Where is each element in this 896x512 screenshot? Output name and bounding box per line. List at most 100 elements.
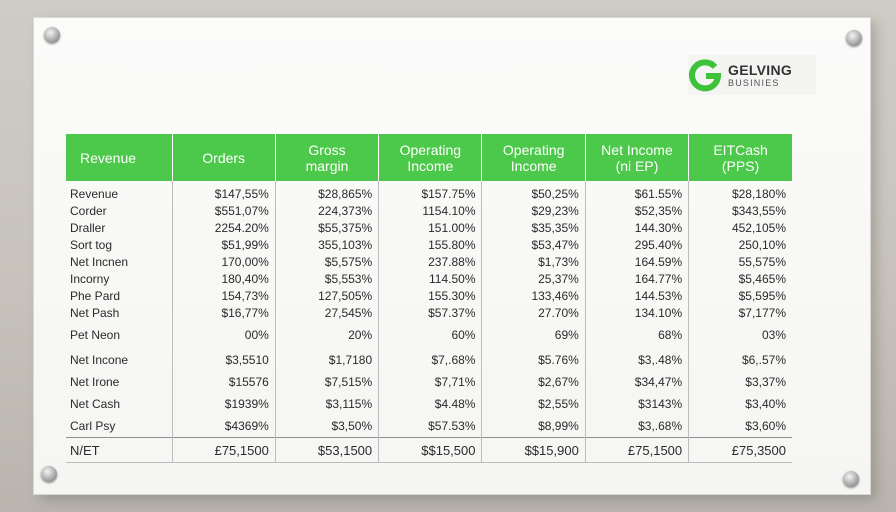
table-cell: 155.80% [378, 236, 483, 253]
table-cell: $16,77% [172, 304, 276, 321]
screw-bottom-right [843, 471, 859, 487]
table-cell: 68% [585, 321, 690, 349]
table-cell: $5.76% [481, 349, 586, 371]
table-cell: 164.77% [585, 270, 690, 287]
table-cell: $7,515% [275, 371, 380, 393]
table-cell: $2,55% [481, 393, 586, 415]
column-header: Orders [172, 134, 276, 181]
column-header: Revenue [66, 134, 173, 181]
row-label: Phe Pard [66, 287, 173, 304]
table-cell: 134.10% [585, 304, 690, 321]
table-cell: 170,00% [172, 253, 276, 270]
table-cell: $3,5510 [172, 349, 276, 371]
total-cell: £75,1500 [172, 437, 276, 463]
row-label: Draller [66, 219, 173, 236]
table-cell: $3,37% [745, 375, 786, 389]
table-cell: 133,46% [481, 287, 586, 304]
table-cell: $57.53% [378, 415, 483, 438]
total-cell: $$15,500 [378, 437, 483, 463]
logo-subtitle: BUSINIES [728, 77, 780, 88]
table-cell: $7,177% [738, 305, 786, 320]
table-cell: $2,67% [481, 371, 586, 393]
financial-table: Revenue Orders Gross margin Operating Income O… [66, 134, 792, 463]
table-cell: 155.30% [378, 287, 483, 304]
screw-top-left [44, 27, 60, 43]
table-row: Sort tog $51,99% 355,103% 155.80% $53,47% 295… [66, 236, 792, 253]
screw-top-right [846, 30, 862, 46]
table-cell: $34,47% [585, 371, 690, 393]
table-cell: $51,99% [172, 236, 276, 253]
table-cell: 2254.20% [172, 219, 276, 236]
table-row: Net Irone $15576 $7,515% $7,71% $2,67% $34,47… [66, 371, 792, 393]
table-cell: $1,7180 [275, 349, 380, 371]
table-cell: $15576 [172, 371, 276, 393]
table-cell: 27.70% [481, 304, 586, 321]
total-cell: $$15,900 [481, 437, 586, 463]
logo-name: GELVING [728, 61, 793, 78]
table-cell: $551,07% [172, 202, 276, 219]
table-cell: $1,73% [481, 253, 586, 270]
row-label: Sort tog [66, 236, 173, 253]
table-cell: 355,103% [275, 236, 380, 253]
table-cell: 151.00% [378, 219, 483, 236]
column-header: Operating Income [378, 134, 483, 181]
table-cell: 144.30% [585, 219, 690, 236]
table-cell: 114.50% [378, 270, 483, 287]
table-cell: $1939% [172, 393, 276, 415]
table-body: Revenue $147,55% $28,865% $157.75% $50,25% $6… [66, 181, 792, 463]
table-cell: 60% [378, 321, 483, 349]
table-row: Net Pash $16,77% 27,545% $57.37% 27.70% 134.1… [66, 304, 792, 321]
table-row: Net Cash $1939% $3,115% $4.48% $2,55% $3143% $… [66, 393, 792, 415]
table-row: Incorny 180,40% $5,553% 114.50% 25,37% 164.77… [66, 270, 792, 287]
table-cell: $8,99% [481, 415, 586, 438]
table-cell: 250,10% [738, 237, 786, 252]
table-cell: $3,40% [745, 397, 786, 411]
table-cell: $3143% [585, 393, 690, 415]
table-row: Net Incnen 170,00% $5,575% 237.88% $1,73% 164… [66, 253, 792, 270]
table-cell: $3,115% [275, 393, 380, 415]
total-cell: £75,1500 [585, 437, 690, 463]
table-cell: 1154.10% [378, 202, 483, 219]
table-cell: $3,50% [275, 415, 380, 438]
table-header-row: Revenue Orders Gross margin Operating Income O… [66, 134, 792, 181]
row-label: Carl Psy [66, 415, 173, 438]
row-label: Pet Neon [66, 321, 173, 349]
table-row: Carl Psy $4369% $3,50% $57.53% $8,99% $3,.68%… [66, 415, 792, 438]
table-cell: $7,.68% [378, 349, 483, 371]
table-cell: $157.75% [378, 181, 483, 202]
row-label: Incorny [66, 270, 173, 287]
table-cell: $53,47% [481, 236, 586, 253]
table-cell: 237.88% [378, 253, 483, 270]
table-cell: $5,575% [275, 253, 380, 270]
company-logo: GELVING BUSINIES [688, 55, 816, 95]
table-row: Corder $551,07% 224,373% 1154.10% $29,23% $52… [66, 202, 792, 219]
row-label: Revenue [66, 181, 173, 202]
table-cell: $28,180% [731, 186, 786, 201]
table-cell: $55,375% [275, 219, 380, 236]
table-cell: $29,23% [481, 202, 586, 219]
table-row: Net Incone $3,5510 $1,7180 $7,.68% $5.76% $3,… [66, 349, 792, 371]
table-row: Phe Pard 154,73% 127,505% 155.30% 133,46% 144… [66, 287, 792, 304]
logo-g-icon [688, 58, 722, 92]
row-label: Net Pash [66, 304, 173, 321]
table-cell: 03% [761, 328, 786, 342]
table-cell: $28,865% [275, 181, 380, 202]
table-cell: $4.48% [378, 393, 483, 415]
column-header: Net Income (ni EP) [585, 134, 690, 181]
table-row: Revenue $147,55% $28,865% $157.75% $50,25% $6… [66, 181, 792, 202]
table-cell: $5,553% [275, 270, 380, 287]
screw-bottom-left [41, 466, 57, 482]
table-cell: 180,40% [172, 270, 276, 287]
total-row: N/ET £75,1500 $53,1500 $$15,500 $$15,900 £75,… [66, 437, 792, 463]
row-label: Corder [66, 202, 173, 219]
table-cell: $5,595% [738, 288, 786, 303]
table-cell: 27,545% [275, 304, 380, 321]
table-cell: $5,465% [738, 271, 786, 286]
table-cell: 69% [481, 321, 586, 349]
table-cell: 20% [275, 321, 380, 349]
table-cell: 154,73% [172, 287, 276, 304]
table-cell: 144.53% [585, 287, 690, 304]
table-cell: $3,60% [745, 419, 786, 433]
table-cell: $35,35% [481, 219, 586, 236]
column-header: Gross margin [275, 134, 380, 181]
